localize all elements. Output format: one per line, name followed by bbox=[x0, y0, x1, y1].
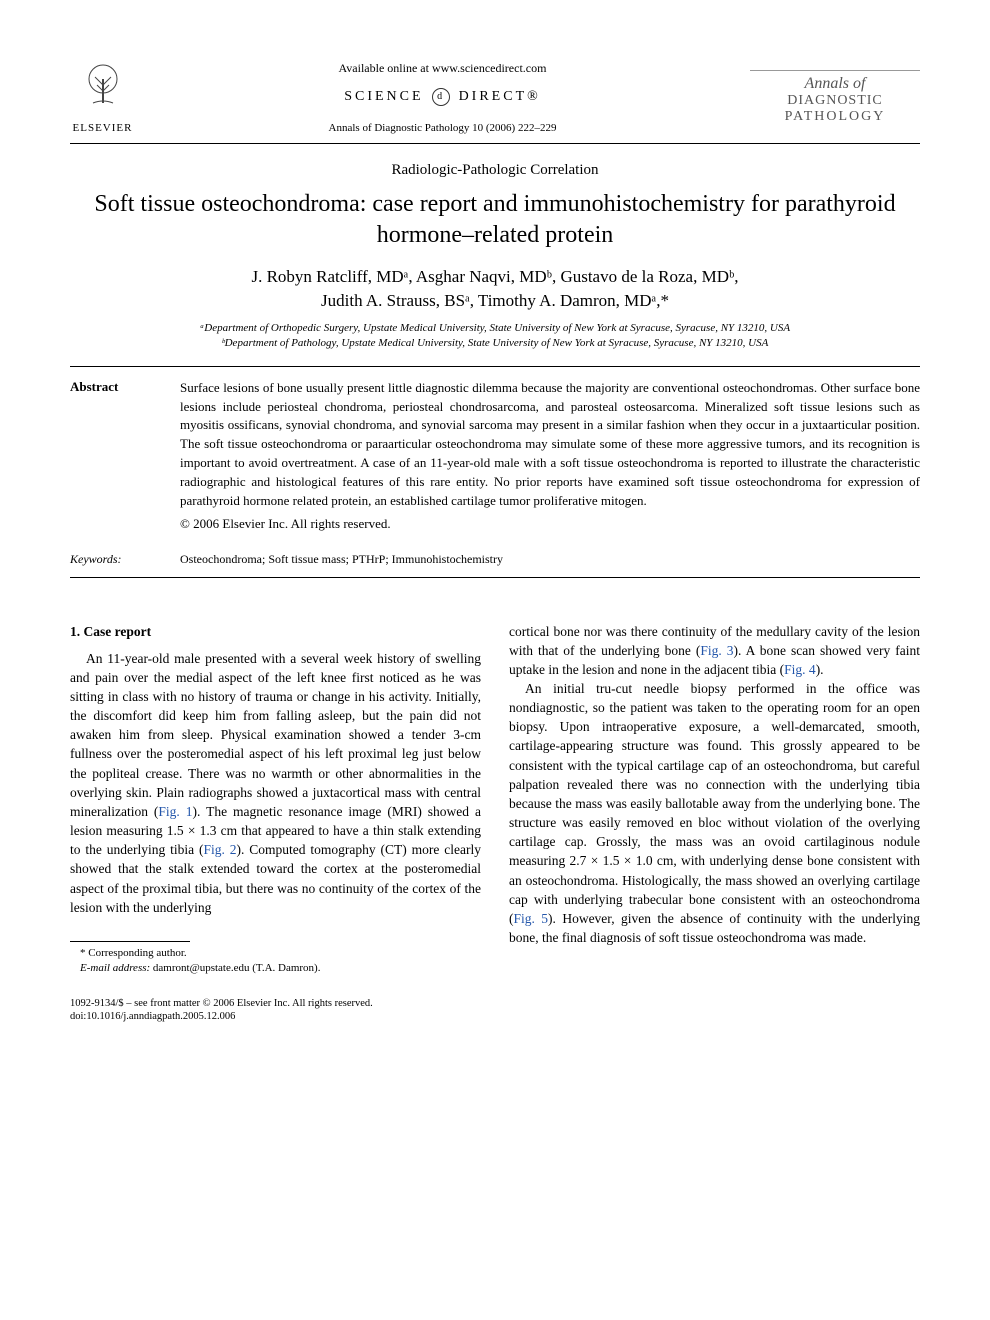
abstract-body: Surface lesions of bone usually present … bbox=[180, 380, 920, 508]
email-label: E-mail address: bbox=[80, 962, 150, 974]
abstract-label: Abstract bbox=[70, 379, 180, 534]
keywords-text: Osteochondroma; Soft tissue mass; PTHrP;… bbox=[180, 552, 503, 567]
footnote-corresponding: * Corresponding author. bbox=[70, 946, 481, 961]
center-header: Available online at www.sciencedirect.co… bbox=[135, 61, 750, 134]
affiliation-b: ᵇDepartment of Pathology, Upstate Medica… bbox=[70, 336, 920, 351]
sciencedirect-d-icon: d bbox=[432, 88, 450, 106]
authors-line2: Judith A. Strauss, BSᵃ, Timothy A. Damro… bbox=[321, 291, 669, 310]
sciencedirect-right: DIRECT® bbox=[459, 89, 541, 104]
fig5-link[interactable]: Fig. 5 bbox=[514, 911, 549, 926]
body-columns: 1. Case report An 11-year-old male prese… bbox=[70, 622, 920, 1024]
p1-part-a: An 11-year-old male presented with a sev… bbox=[70, 651, 481, 819]
p2-part-a: An initial tru-cut needle biopsy perform… bbox=[509, 681, 920, 926]
publisher-name: ELSEVIER bbox=[73, 122, 133, 134]
abstract-text: Surface lesions of bone usually present … bbox=[180, 379, 920, 534]
fig1-link[interactable]: Fig. 1 bbox=[158, 804, 192, 819]
sciencedirect-logo: SCIENCE d DIRECT® bbox=[135, 88, 750, 106]
section-heading: 1. Case report bbox=[70, 622, 481, 641]
keywords-block: Keywords: Osteochondroma; Soft tissue ma… bbox=[70, 546, 920, 577]
fig4-link[interactable]: Fig. 4 bbox=[784, 662, 816, 677]
email-value: damront@upstate.edu (T.A. Damron). bbox=[153, 962, 321, 974]
paragraph-2: An initial tru-cut needle biopsy perform… bbox=[509, 679, 920, 947]
available-online-text: Available online at www.sciencedirect.co… bbox=[135, 61, 750, 76]
keywords-label: Keywords: bbox=[70, 552, 180, 567]
abstract-block: Abstract Surface lesions of bone usually… bbox=[70, 367, 920, 546]
affiliations: ᵃDepartment of Orthopedic Surgery, Upsta… bbox=[70, 321, 920, 352]
sciencedirect-left: SCIENCE bbox=[344, 89, 423, 104]
p1c-part-c: ). bbox=[816, 662, 824, 677]
paragraph-1: An 11-year-old male presented with a sev… bbox=[70, 649, 481, 917]
journal-title-line2: DIAGNOSTIC bbox=[750, 93, 920, 109]
paragraph-1-cont: cortical bone nor was there continuity o… bbox=[509, 622, 920, 679]
footer: 1092-9134/$ – see front matter © 2006 El… bbox=[70, 997, 481, 1024]
fig2-link[interactable]: Fig. 2 bbox=[204, 842, 237, 857]
authors: J. Robyn Ratcliff, MDᵃ, Asghar Naqvi, MD… bbox=[70, 265, 920, 313]
footnote-rule bbox=[70, 941, 190, 942]
footer-line1: 1092-9134/$ – see front matter © 2006 El… bbox=[70, 997, 481, 1011]
authors-line1: J. Robyn Ratcliff, MDᵃ, Asghar Naqvi, MD… bbox=[251, 267, 738, 286]
journal-title-box: Annals of DIAGNOSTIC PATHOLOGY bbox=[750, 70, 920, 125]
elsevier-tree-icon bbox=[77, 61, 129, 120]
p2-part-b: ). However, given the absence of continu… bbox=[509, 911, 920, 945]
affiliation-a: ᵃDepartment of Orthopedic Surgery, Upsta… bbox=[70, 321, 920, 336]
page-header: ELSEVIER Available online at www.science… bbox=[70, 60, 920, 135]
publisher-logo: ELSEVIER bbox=[70, 60, 135, 135]
header-rule bbox=[70, 143, 920, 144]
column-left: 1. Case report An 11-year-old male prese… bbox=[70, 622, 481, 1024]
journal-reference: Annals of Diagnostic Pathology 10 (2006)… bbox=[135, 122, 750, 134]
article-type: Radiologic-Pathologic Correlation bbox=[70, 162, 920, 179]
fig3-link[interactable]: Fig. 3 bbox=[700, 643, 733, 658]
journal-title-line3: PATHOLOGY bbox=[750, 109, 920, 125]
abstract-bottom-rule bbox=[70, 577, 920, 578]
article-title: Soft tissue osteochondroma: case report … bbox=[70, 189, 920, 251]
footnote-email: E-mail address: damront@upstate.edu (T.A… bbox=[70, 961, 481, 976]
abstract-copyright: © 2006 Elsevier Inc. All rights reserved… bbox=[180, 515, 920, 534]
footer-line2: doi:10.1016/j.anndiagpath.2005.12.006 bbox=[70, 1010, 481, 1024]
journal-title-line1: Annals of bbox=[750, 75, 920, 93]
column-right: cortical bone nor was there continuity o… bbox=[509, 622, 920, 1024]
